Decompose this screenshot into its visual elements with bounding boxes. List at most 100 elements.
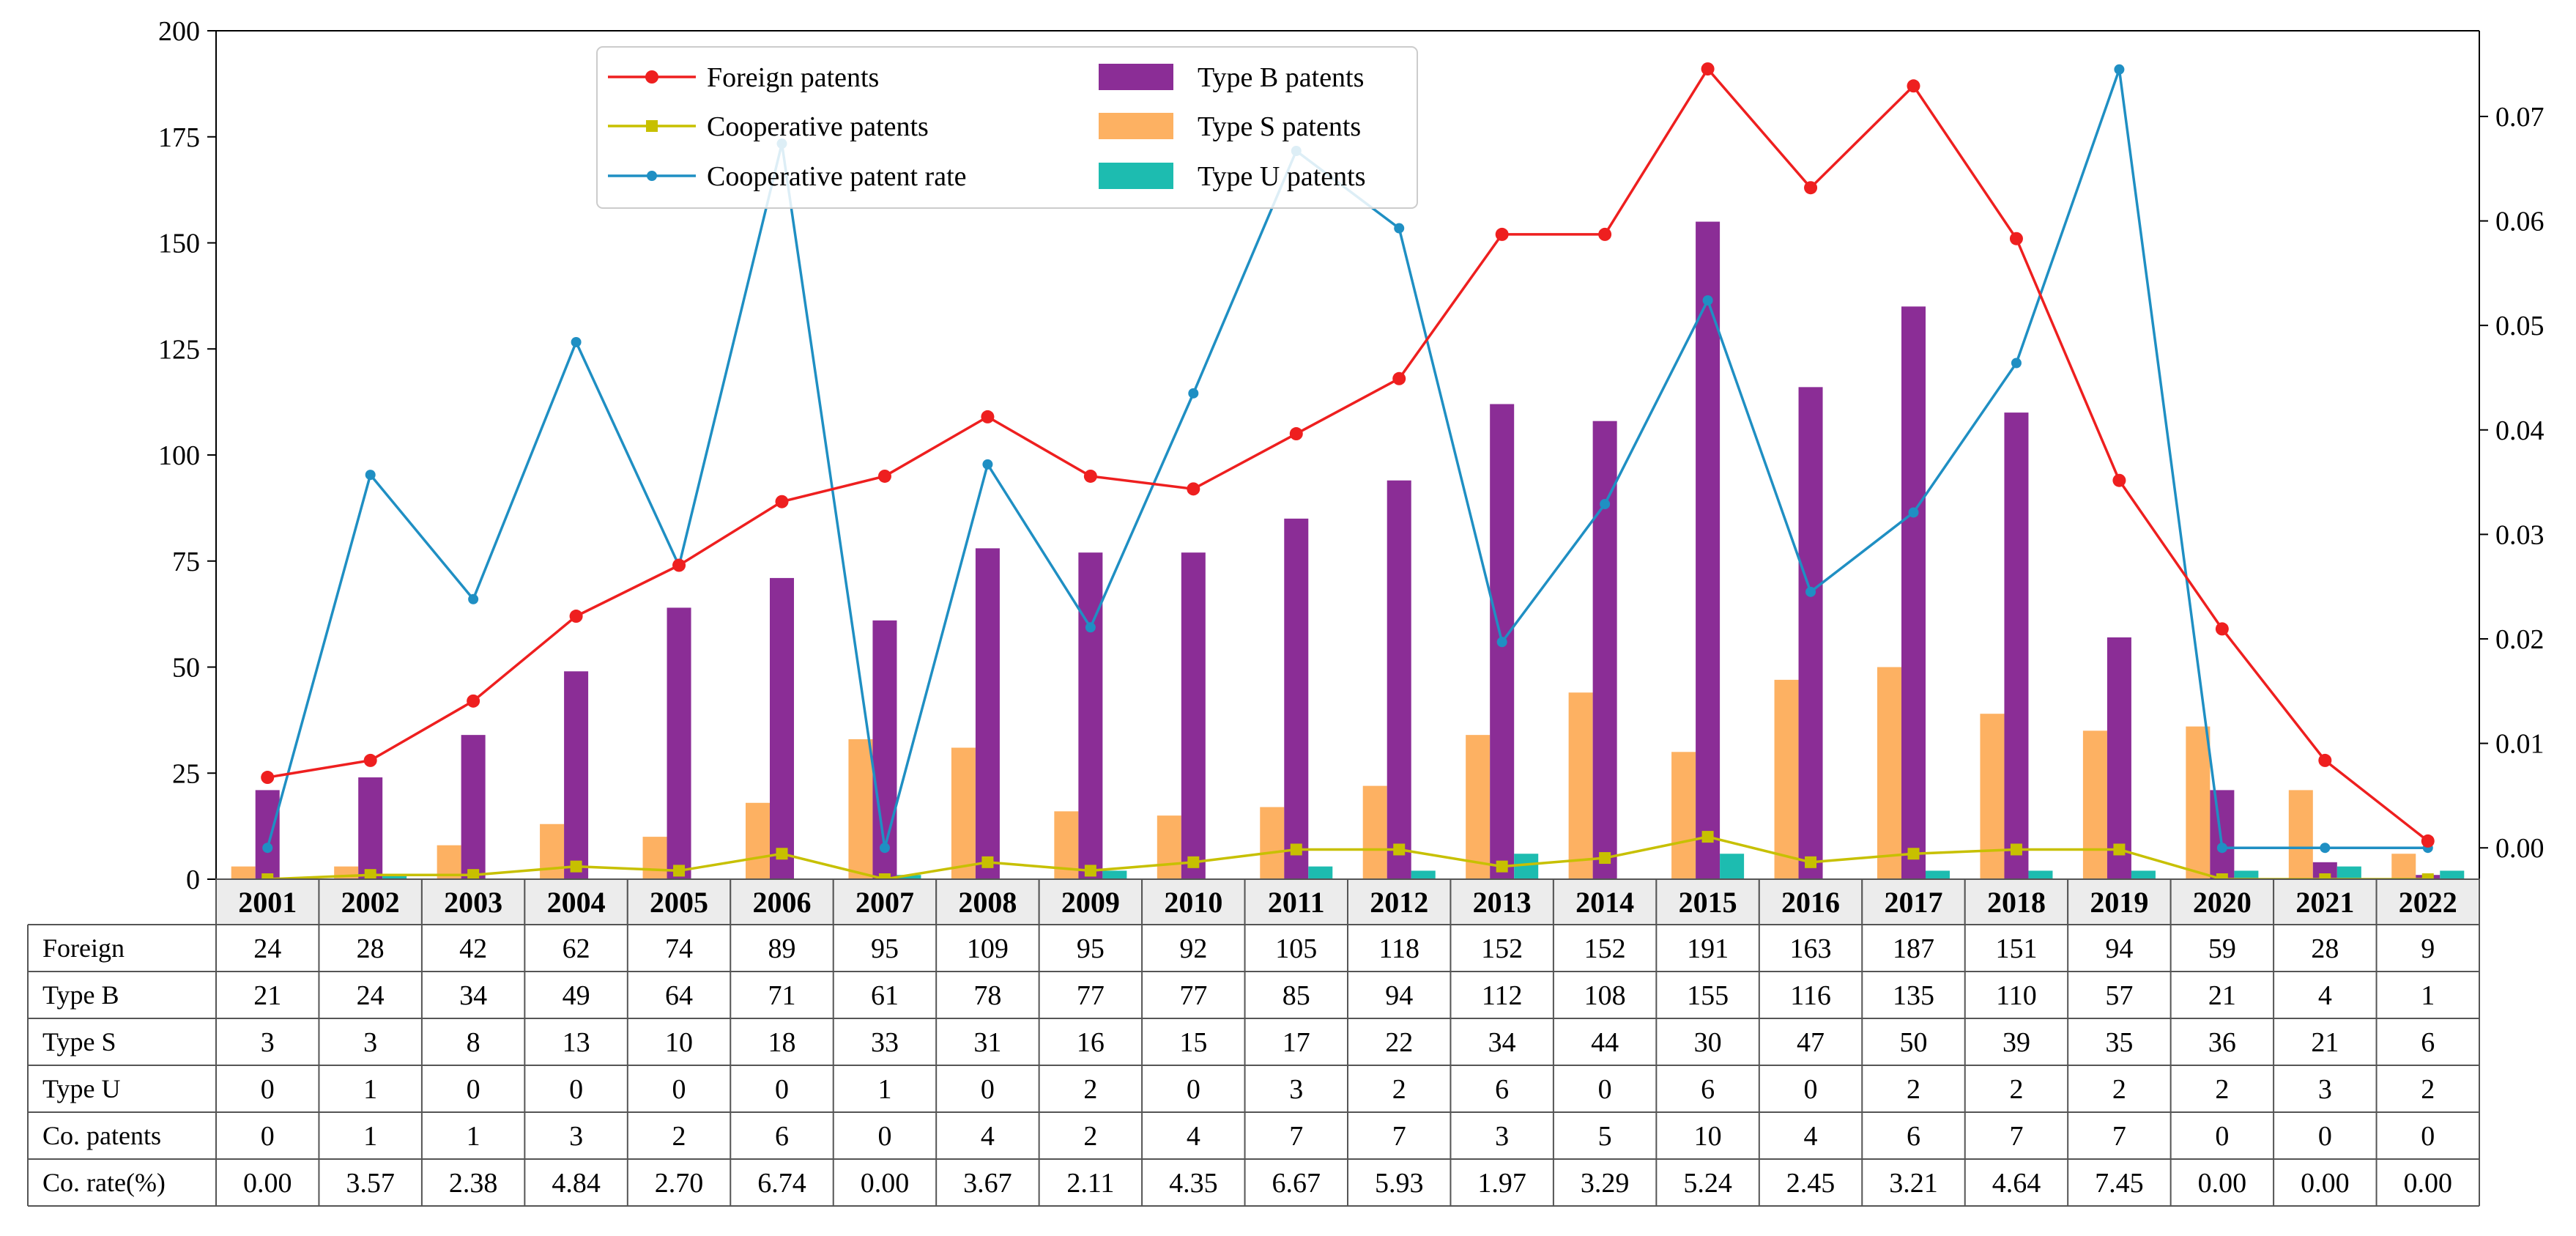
foreign-patents-marker [2421, 834, 2435, 848]
table-cell: 116 [1790, 980, 1831, 1011]
foreign-patents-marker [2318, 753, 2332, 767]
cooperative-patents-marker [1496, 860, 1508, 873]
table-cell: 6 [1907, 1121, 1920, 1152]
legend-swatch-bar [1099, 64, 1173, 90]
year-header-label: 2020 [2193, 886, 2252, 919]
table-cell: 77 [1077, 980, 1105, 1011]
table-cell: 74 [665, 933, 693, 964]
year-header-label: 2017 [1885, 886, 1943, 919]
table-cell: 61 [871, 980, 899, 1011]
cooperative-patents-marker [1084, 865, 1096, 877]
table-cell: 1 [2421, 980, 2435, 1011]
legend-type-u: Type U patents [1099, 161, 1366, 192]
table-cell: 94 [1385, 980, 1413, 1011]
table-cell: 0.00 [2198, 1168, 2247, 1199]
table-cell: 50 [1900, 1027, 1928, 1058]
cooperative-rate-marker [2216, 843, 2227, 854]
table-cell: 6.67 [1272, 1168, 1321, 1199]
table-row: Foreign 24 28 42 62 74 89 95 109 95 92 105 118 152 152… [42, 933, 2435, 964]
type-s-bar [2288, 790, 2313, 879]
legend-cooperative-rate: Cooperative patent rate [608, 161, 967, 192]
year-header-cell [1450, 878, 1554, 925]
type-b-bar [1901, 306, 1926, 880]
type-b-bar [1181, 552, 1206, 879]
foreign-patents-marker [363, 753, 377, 767]
year-header-label: 2013 [1473, 886, 1532, 919]
foreign-patents-marker [1598, 227, 1612, 241]
table-cell: 6 [775, 1121, 789, 1152]
legend-box [596, 46, 1418, 209]
foreign-patents-marker [467, 694, 480, 708]
year-header-label: 2008 [958, 886, 1017, 919]
table-cell: 95 [871, 933, 899, 964]
cooperative-rate-marker [1394, 223, 1405, 234]
table-cell: 7 [1392, 1121, 1406, 1152]
legend-label: Foreign patents [707, 62, 879, 93]
table-cell: 0 [261, 1074, 275, 1105]
legend-swatch-marker [645, 70, 658, 84]
table-cell: 64 [665, 980, 693, 1011]
table-cell: 0 [2215, 1121, 2229, 1152]
table-row: Co. patents 0 1 1 3 2 6 0 4 2 4 7 7 3 5 10 4 6 7 7 0 0 0 [42, 1121, 2435, 1152]
cooperative-patents-marker [1393, 843, 1406, 856]
cooperative-patents-series [261, 831, 2434, 885]
table-cell: 3 [1495, 1121, 1509, 1152]
table-cell: 21 [253, 980, 281, 1011]
year-header-label: 2006 [753, 886, 812, 919]
type-b-bar [1284, 518, 1309, 879]
right-axis-tick-label: 0.07 [2495, 102, 2545, 133]
table-cell: 3.21 [1889, 1168, 1938, 1199]
year-header-label: 2019 [2090, 886, 2148, 919]
cooperative-rate-marker [468, 593, 479, 604]
table-cell: 2 [2009, 1074, 2023, 1105]
table-cell: 22 [1385, 1027, 1413, 1058]
left-axis-tick-label: 75 [172, 547, 200, 577]
foreign-patents-marker [1804, 181, 1818, 195]
right-axis-tick-label: 0.01 [2495, 729, 2545, 760]
table-cell: 151 [1995, 933, 2037, 964]
year-header-cell [1758, 878, 1863, 925]
table-cell: 31 [973, 1027, 1001, 1058]
table-cell: 59 [2208, 933, 2236, 964]
type-b-bar [564, 671, 589, 879]
table-cell: 6 [1701, 1074, 1715, 1105]
table-cell: 1 [363, 1074, 377, 1105]
table-cell: 47 [1797, 1027, 1825, 1058]
cooperative-rate-marker [1908, 507, 1919, 518]
type-s-bar [1362, 785, 1387, 879]
left-axis-tick-label: 150 [158, 229, 200, 259]
table-cell: 16 [1077, 1027, 1105, 1058]
table-cell: 28 [2311, 933, 2339, 964]
table-cell: 0 [877, 1121, 891, 1152]
legend-label: Type B patents [1198, 62, 1364, 93]
table-cell: 7 [2009, 1121, 2023, 1152]
year-header-cell [524, 878, 628, 925]
type-b-bar [461, 735, 486, 879]
table-cell: 2.45 [1786, 1168, 1836, 1199]
type-u-bar [897, 875, 921, 879]
year-header-label: 2015 [1679, 886, 1737, 919]
right-axis-tick-label: 0.00 [2495, 833, 2545, 864]
year-header-cell [318, 878, 423, 925]
table-cell: 62 [563, 933, 590, 964]
table-cell: 2 [672, 1121, 686, 1152]
table-cell: 109 [967, 933, 1009, 964]
table-cell: 0 [672, 1074, 686, 1105]
table-cell: 94 [2105, 933, 2133, 964]
table-cell: 2.70 [655, 1168, 704, 1199]
foreign-patents-marker [1495, 227, 1509, 241]
bars-group [231, 221, 2465, 880]
left-axis-tick-label: 100 [158, 440, 200, 471]
year-header-label: 2004 [547, 886, 606, 919]
axes-group: 0 25 50 75 100 125 150 175 200 0.00 0.01 0.02 0.03 0.… [158, 16, 2545, 895]
cooperative-patents-marker [467, 869, 480, 881]
table-cell: 30 [1694, 1027, 1722, 1058]
left-axis-tick-label: 125 [158, 334, 200, 365]
table-cell: 2 [1392, 1074, 1406, 1105]
table-cell: 33 [871, 1027, 899, 1058]
table-cell: 4.84 [552, 1168, 601, 1199]
type-b-bar [358, 777, 383, 879]
type-s-bar [745, 802, 770, 879]
cooperative-rate-marker [365, 470, 376, 481]
table-cell: 10 [665, 1027, 693, 1058]
